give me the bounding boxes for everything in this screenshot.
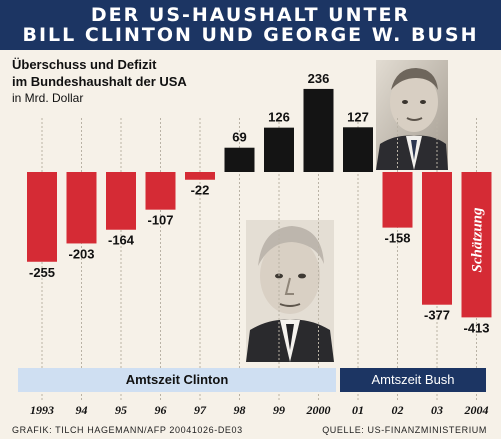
bar-98 bbox=[224, 147, 255, 172]
graphic-credit: GRAFIK: TILCH HAGEMANN/AFP 20041026-DE03 bbox=[12, 425, 243, 435]
photo-clinton bbox=[246, 220, 334, 362]
year-label-1993: 1993 bbox=[30, 403, 54, 417]
title-line-1: DER US-HAUSHALT UNTER bbox=[90, 4, 411, 26]
bar-97 bbox=[185, 172, 215, 180]
term-band-clinton: Amtszeit Clinton bbox=[18, 368, 336, 392]
bar-99 bbox=[264, 127, 294, 172]
bar-95 bbox=[106, 172, 136, 230]
year-label-98: 98 bbox=[234, 403, 246, 417]
unit-label: in Mrd. Dollar bbox=[12, 91, 84, 105]
title-line-2: BILL CLINTON UND GEORGE W. BUSH bbox=[22, 24, 479, 46]
bar-03 bbox=[422, 172, 452, 305]
value-label-98: 69 bbox=[232, 130, 246, 145]
photo-bush bbox=[376, 60, 448, 170]
year-label-99: 99 bbox=[273, 403, 285, 417]
year-label-97: 97 bbox=[194, 403, 207, 417]
value-label-96: -107 bbox=[147, 213, 173, 228]
value-label-1993: -255 bbox=[29, 265, 55, 280]
term-label-bush: Amtszeit Bush bbox=[371, 372, 455, 387]
year-label-03: 03 bbox=[431, 403, 443, 417]
year-label-02: 02 bbox=[392, 403, 404, 417]
value-label-01: 127 bbox=[347, 109, 369, 124]
bar-1993 bbox=[27, 172, 57, 262]
bar-96 bbox=[145, 172, 176, 210]
bar-2000 bbox=[303, 88, 334, 172]
value-label-97: -22 bbox=[191, 183, 210, 198]
year-label-95: 95 bbox=[115, 403, 127, 417]
term-band-bush: Amtszeit Bush bbox=[340, 368, 486, 392]
year-label-2000: 2000 bbox=[306, 403, 331, 417]
value-label-2004: -413 bbox=[463, 320, 489, 335]
data-source: QUELLE: US-FINANZMINISTERIUM bbox=[322, 425, 487, 435]
estimate-label: Schätzung bbox=[470, 207, 486, 273]
bar-94 bbox=[66, 172, 97, 244]
bar-02 bbox=[382, 172, 413, 228]
value-label-94: -203 bbox=[68, 246, 94, 261]
year-label-2004: 2004 bbox=[464, 403, 489, 417]
value-label-99: 126 bbox=[268, 110, 290, 125]
year-label-94: 94 bbox=[76, 403, 88, 417]
chart-subtitle: Überschuss und Defizit im Bundeshaushalt… bbox=[12, 56, 187, 90]
subtitle-line-2: im Bundeshaushalt der USA bbox=[12, 74, 187, 89]
title-banner: DER US-HAUSHALT UNTER BILL CLINTON UND G… bbox=[0, 0, 501, 50]
bar-2004 bbox=[461, 172, 492, 318]
bar-01 bbox=[343, 127, 373, 172]
year-label-01: 01 bbox=[352, 403, 364, 417]
value-label-03: -377 bbox=[424, 308, 450, 323]
year-label-96: 96 bbox=[155, 403, 167, 417]
value-label-02: -158 bbox=[384, 231, 410, 246]
value-label-2000: 236 bbox=[308, 71, 330, 86]
value-label-95: -164 bbox=[108, 233, 135, 248]
term-label-clinton: Amtszeit Clinton bbox=[125, 372, 229, 387]
subtitle-line-1: Überschuss und Defizit bbox=[12, 57, 157, 72]
